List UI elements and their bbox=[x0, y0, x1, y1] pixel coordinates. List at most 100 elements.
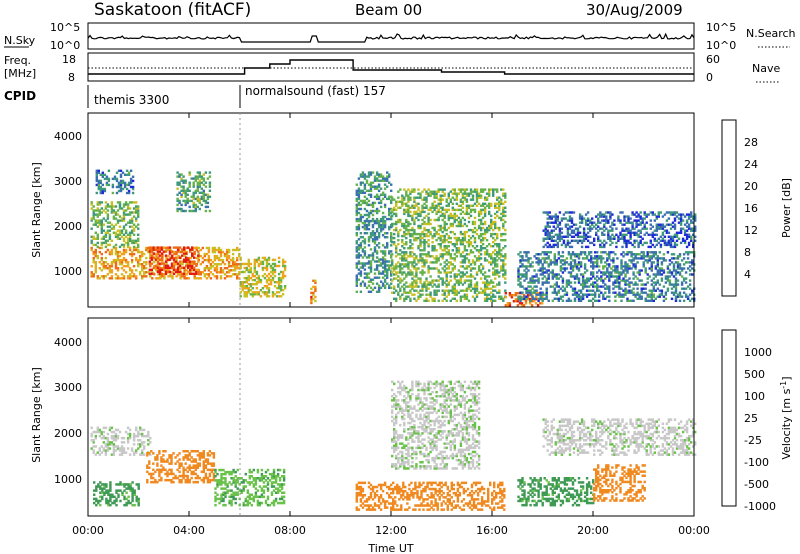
echo-cell bbox=[607, 233, 610, 236]
echo-cell bbox=[191, 266, 194, 269]
echo-cell bbox=[130, 239, 134, 242]
echo-cell bbox=[562, 239, 566, 242]
echo-cell bbox=[692, 243, 695, 247]
echo-cell bbox=[373, 246, 377, 249]
echo-cell bbox=[182, 246, 186, 249]
echo-cell bbox=[397, 275, 400, 278]
echo-cell bbox=[126, 207, 130, 210]
echo-cell bbox=[483, 285, 487, 288]
echo-cell bbox=[397, 220, 400, 224]
echo-cell bbox=[108, 265, 112, 268]
echo-cell bbox=[435, 285, 438, 288]
echo-cell bbox=[621, 237, 624, 240]
echo-cell bbox=[473, 263, 477, 266]
echo-cell bbox=[119, 187, 123, 191]
echo-cell bbox=[488, 202, 491, 205]
echo-cell bbox=[529, 291, 532, 294]
echo-cell bbox=[261, 262, 265, 266]
echo-cell bbox=[415, 279, 418, 282]
echo-cell bbox=[498, 226, 501, 230]
echo-cell bbox=[205, 252, 209, 256]
echo-cell bbox=[664, 291, 668, 294]
echo-cell bbox=[265, 268, 269, 272]
echo-cell bbox=[383, 270, 387, 273]
echo-cell bbox=[612, 261, 615, 264]
echo-cell bbox=[427, 299, 430, 302]
echo-cell bbox=[587, 251, 591, 254]
echo-cell bbox=[451, 214, 454, 218]
echo-cell bbox=[664, 259, 668, 262]
echo-cell bbox=[124, 209, 128, 212]
echo-cell bbox=[483, 287, 487, 290]
echo-cell bbox=[367, 221, 371, 225]
echo-cell bbox=[201, 261, 204, 264]
echo-cell bbox=[535, 285, 538, 288]
echo-cell bbox=[554, 233, 557, 236]
echo-cell bbox=[477, 212, 481, 216]
cpid-mode-2: normalsound (fast) 157 bbox=[245, 84, 386, 98]
echo-cell bbox=[383, 258, 387, 261]
echo-cell bbox=[502, 275, 505, 278]
echo-cell bbox=[176, 183, 179, 186]
echo-cell bbox=[648, 293, 651, 296]
echo-cell bbox=[273, 281, 277, 284]
echo-cell bbox=[475, 200, 479, 203]
echo-cell bbox=[449, 216, 452, 220]
echo-cell bbox=[407, 206, 410, 209]
echo-cell bbox=[193, 260, 196, 263]
echo-cell bbox=[135, 219, 138, 222]
echo-cell bbox=[255, 291, 259, 294]
echo-cell bbox=[585, 269, 589, 272]
echo-cell bbox=[447, 208, 450, 212]
echo-cell bbox=[500, 295, 503, 298]
echo-cell bbox=[635, 233, 638, 236]
echo-cell bbox=[686, 257, 690, 260]
echo-cell bbox=[92, 209, 95, 212]
echo-cell bbox=[671, 245, 675, 249]
echo-cell bbox=[95, 173, 98, 176]
echo-cell bbox=[581, 257, 585, 260]
echo-cell bbox=[605, 215, 608, 218]
echo-cell bbox=[488, 297, 491, 300]
echo-cell bbox=[610, 271, 613, 274]
echo-cell bbox=[575, 273, 579, 276]
echo-cell bbox=[417, 297, 420, 300]
echo-cell bbox=[383, 203, 387, 207]
echo-cell bbox=[377, 288, 381, 291]
echo-cell bbox=[118, 205, 122, 208]
echo-cell bbox=[443, 293, 446, 296]
echo-cell bbox=[121, 187, 125, 191]
echo-cell bbox=[390, 183, 393, 186]
echo-cell bbox=[122, 215, 126, 218]
echo-cell bbox=[355, 189, 358, 192]
echo-cell bbox=[500, 232, 503, 236]
echo-cell bbox=[457, 251, 461, 254]
echo-cell bbox=[445, 228, 448, 232]
echo-cell bbox=[176, 270, 180, 273]
echo-cell bbox=[124, 250, 128, 254]
echo-cell bbox=[670, 261, 674, 264]
echo-cell bbox=[469, 198, 473, 201]
echo-cell bbox=[192, 183, 195, 186]
echo-cell bbox=[405, 224, 408, 228]
echo-cell bbox=[371, 171, 375, 174]
echo-cell bbox=[102, 209, 105, 212]
echo-cell bbox=[666, 289, 670, 292]
echo-cell bbox=[367, 215, 371, 219]
echo-cell bbox=[377, 225, 381, 229]
echo-cell bbox=[118, 201, 122, 204]
echo-cell bbox=[431, 236, 434, 240]
echo-cell bbox=[629, 229, 632, 232]
echo-cell bbox=[143, 271, 146, 274]
echo-cell bbox=[393, 273, 396, 276]
echo-cell bbox=[623, 219, 626, 222]
echo-cell bbox=[589, 221, 592, 224]
echo-cell bbox=[100, 211, 103, 214]
echo-cell bbox=[473, 210, 477, 214]
echo-cell bbox=[514, 292, 518, 295]
echo-cell bbox=[684, 293, 688, 296]
echo-cell bbox=[671, 221, 675, 224]
echo-cell bbox=[597, 213, 600, 216]
echo-cell bbox=[556, 215, 559, 218]
echo-cell bbox=[98, 246, 101, 250]
